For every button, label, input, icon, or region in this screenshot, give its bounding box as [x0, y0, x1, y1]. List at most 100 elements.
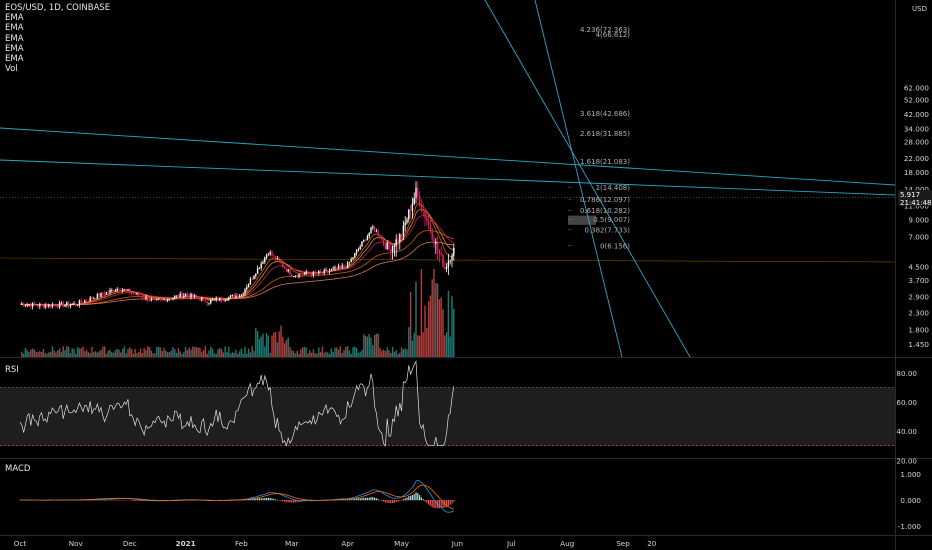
- axes[interactable]: 62.000 52.000 42.000 34.000 28.000 22.000 18.0…: [14, 83, 930, 548]
- volume-bar: [49, 351, 52, 357]
- candle-body: [28, 304, 30, 306]
- candle-body: [366, 236, 369, 241]
- candle-body: [435, 241, 437, 244]
- candle-body: [40, 304, 43, 305]
- indicator-ema-2[interactable]: EMA: [5, 23, 24, 34]
- candle-body: [111, 289, 113, 291]
- volume-bar: [303, 346, 306, 357]
- candle-body: [84, 300, 86, 303]
- ema-line: [20, 241, 454, 306]
- volume-bar: [307, 353, 309, 357]
- indicator-ema-4[interactable]: EMA: [5, 43, 24, 54]
- candle-body: [440, 253, 442, 255]
- volume-bar: [435, 283, 437, 357]
- candle-body: [372, 226, 374, 228]
- candle-body: [132, 293, 135, 294]
- candle-body: [48, 304, 50, 307]
- macd-panel[interactable]: 1.000 0.000 -1.000: [19, 470, 921, 531]
- indicator-vol[interactable]: Vol: [5, 64, 18, 75]
- volume-bar: [138, 351, 140, 357]
- indicator-ema-3[interactable]: EMA: [5, 33, 24, 44]
- last-price-tag: 5.917 21:41:48: [898, 190, 932, 207]
- indicator-ema-5[interactable]: EMA: [5, 54, 24, 65]
- time-tick-label: Dec: [123, 539, 137, 548]
- fib-level-label: 0.382(7.733): [584, 227, 630, 235]
- volume-bar: [157, 347, 160, 357]
- volume-bar: [94, 351, 97, 357]
- candle-body: [256, 268, 259, 275]
- macd-histogram-bar: [116, 499, 118, 501]
- candle-body: [321, 272, 324, 274]
- candle-body: [339, 265, 342, 267]
- macd-histogram-bar: [114, 499, 116, 501]
- rsi-title[interactable]: RSI: [5, 365, 19, 375]
- macd-histogram-bar: [129, 500, 131, 501]
- macd-histogram-bar: [397, 500, 399, 502]
- candle-body: [22, 304, 25, 307]
- volume-bar: [264, 346, 266, 357]
- volume-bar: [217, 349, 219, 357]
- indicator-ema-1[interactable]: EMA: [5, 13, 24, 24]
- volume-bar: [373, 335, 376, 357]
- macd-histogram-bar: [96, 499, 98, 501]
- volume-bar: [26, 350, 28, 357]
- candlesticks[interactable]: [21, 181, 455, 310]
- candle-body: [294, 275, 297, 277]
- candle-body: [296, 275, 298, 277]
- candle-body: [130, 292, 133, 294]
- time-tick-label: Aug: [560, 539, 574, 548]
- candle-body: [220, 297, 223, 301]
- macd-histogram-bar: [433, 500, 435, 508]
- volume-bar: [382, 349, 385, 357]
- rsi-panel[interactable]: 80.00 60.00 40.00 20.00: [0, 360, 917, 465]
- volume-bar: [156, 346, 158, 357]
- candle-body: [226, 299, 228, 301]
- volume-bar: [118, 349, 120, 357]
- candle-body: [327, 270, 329, 272]
- price-tick-label: 1.800: [908, 325, 929, 334]
- macd-title[interactable]: MACD: [5, 464, 31, 474]
- candle-body: [289, 269, 291, 275]
- candle-body: [352, 257, 354, 260]
- candle-body: [240, 294, 243, 296]
- volume-bar: [184, 347, 187, 357]
- volume-bar: [114, 350, 117, 357]
- volume-bar: [393, 352, 396, 357]
- candle-body: [359, 246, 361, 249]
- candle-body: [418, 195, 421, 206]
- volume-bar: [386, 347, 388, 357]
- candle-body: [314, 271, 316, 273]
- volume-bar: [134, 349, 136, 357]
- volume-bar: [224, 346, 226, 357]
- candle-body: [199, 298, 201, 301]
- trend-lines[interactable]: [0, 0, 896, 358]
- volume-bar: [285, 340, 288, 357]
- volume-bar: [265, 333, 268, 357]
- candle-body: [49, 304, 52, 307]
- fib-zone: [568, 215, 596, 225]
- volume-bar: [73, 348, 75, 357]
- fib-level-label: 0(6.156): [600, 242, 630, 250]
- volume-bar: [37, 352, 39, 357]
- fib-extension[interactable]: 4.236(72.363)4(66.612) 3.618(42.686) 2.618…: [568, 26, 630, 250]
- candle-body: [183, 295, 185, 298]
- candle-body: [219, 297, 221, 301]
- symbol-title[interactable]: EOS/USD, 1D, COINBASE: [5, 3, 111, 13]
- candle-body: [129, 289, 131, 293]
- volume-bar: [359, 352, 361, 357]
- volume-bar: [177, 347, 180, 357]
- candle-body: [165, 299, 167, 302]
- volume-bar: [75, 353, 77, 357]
- macd-histogram-bar: [95, 499, 97, 501]
- volume-bar: [345, 346, 347, 357]
- volume-bar: [246, 353, 248, 357]
- candle-body: [265, 254, 268, 258]
- candle-body: [397, 239, 399, 242]
- volume-bar: [46, 353, 48, 357]
- price-tick-label: 4.500: [908, 263, 929, 272]
- macd-histogram-bar: [422, 499, 424, 501]
- candle-body: [21, 304, 23, 305]
- macd-histogram-bar: [359, 498, 361, 501]
- volume-bar: [127, 348, 129, 357]
